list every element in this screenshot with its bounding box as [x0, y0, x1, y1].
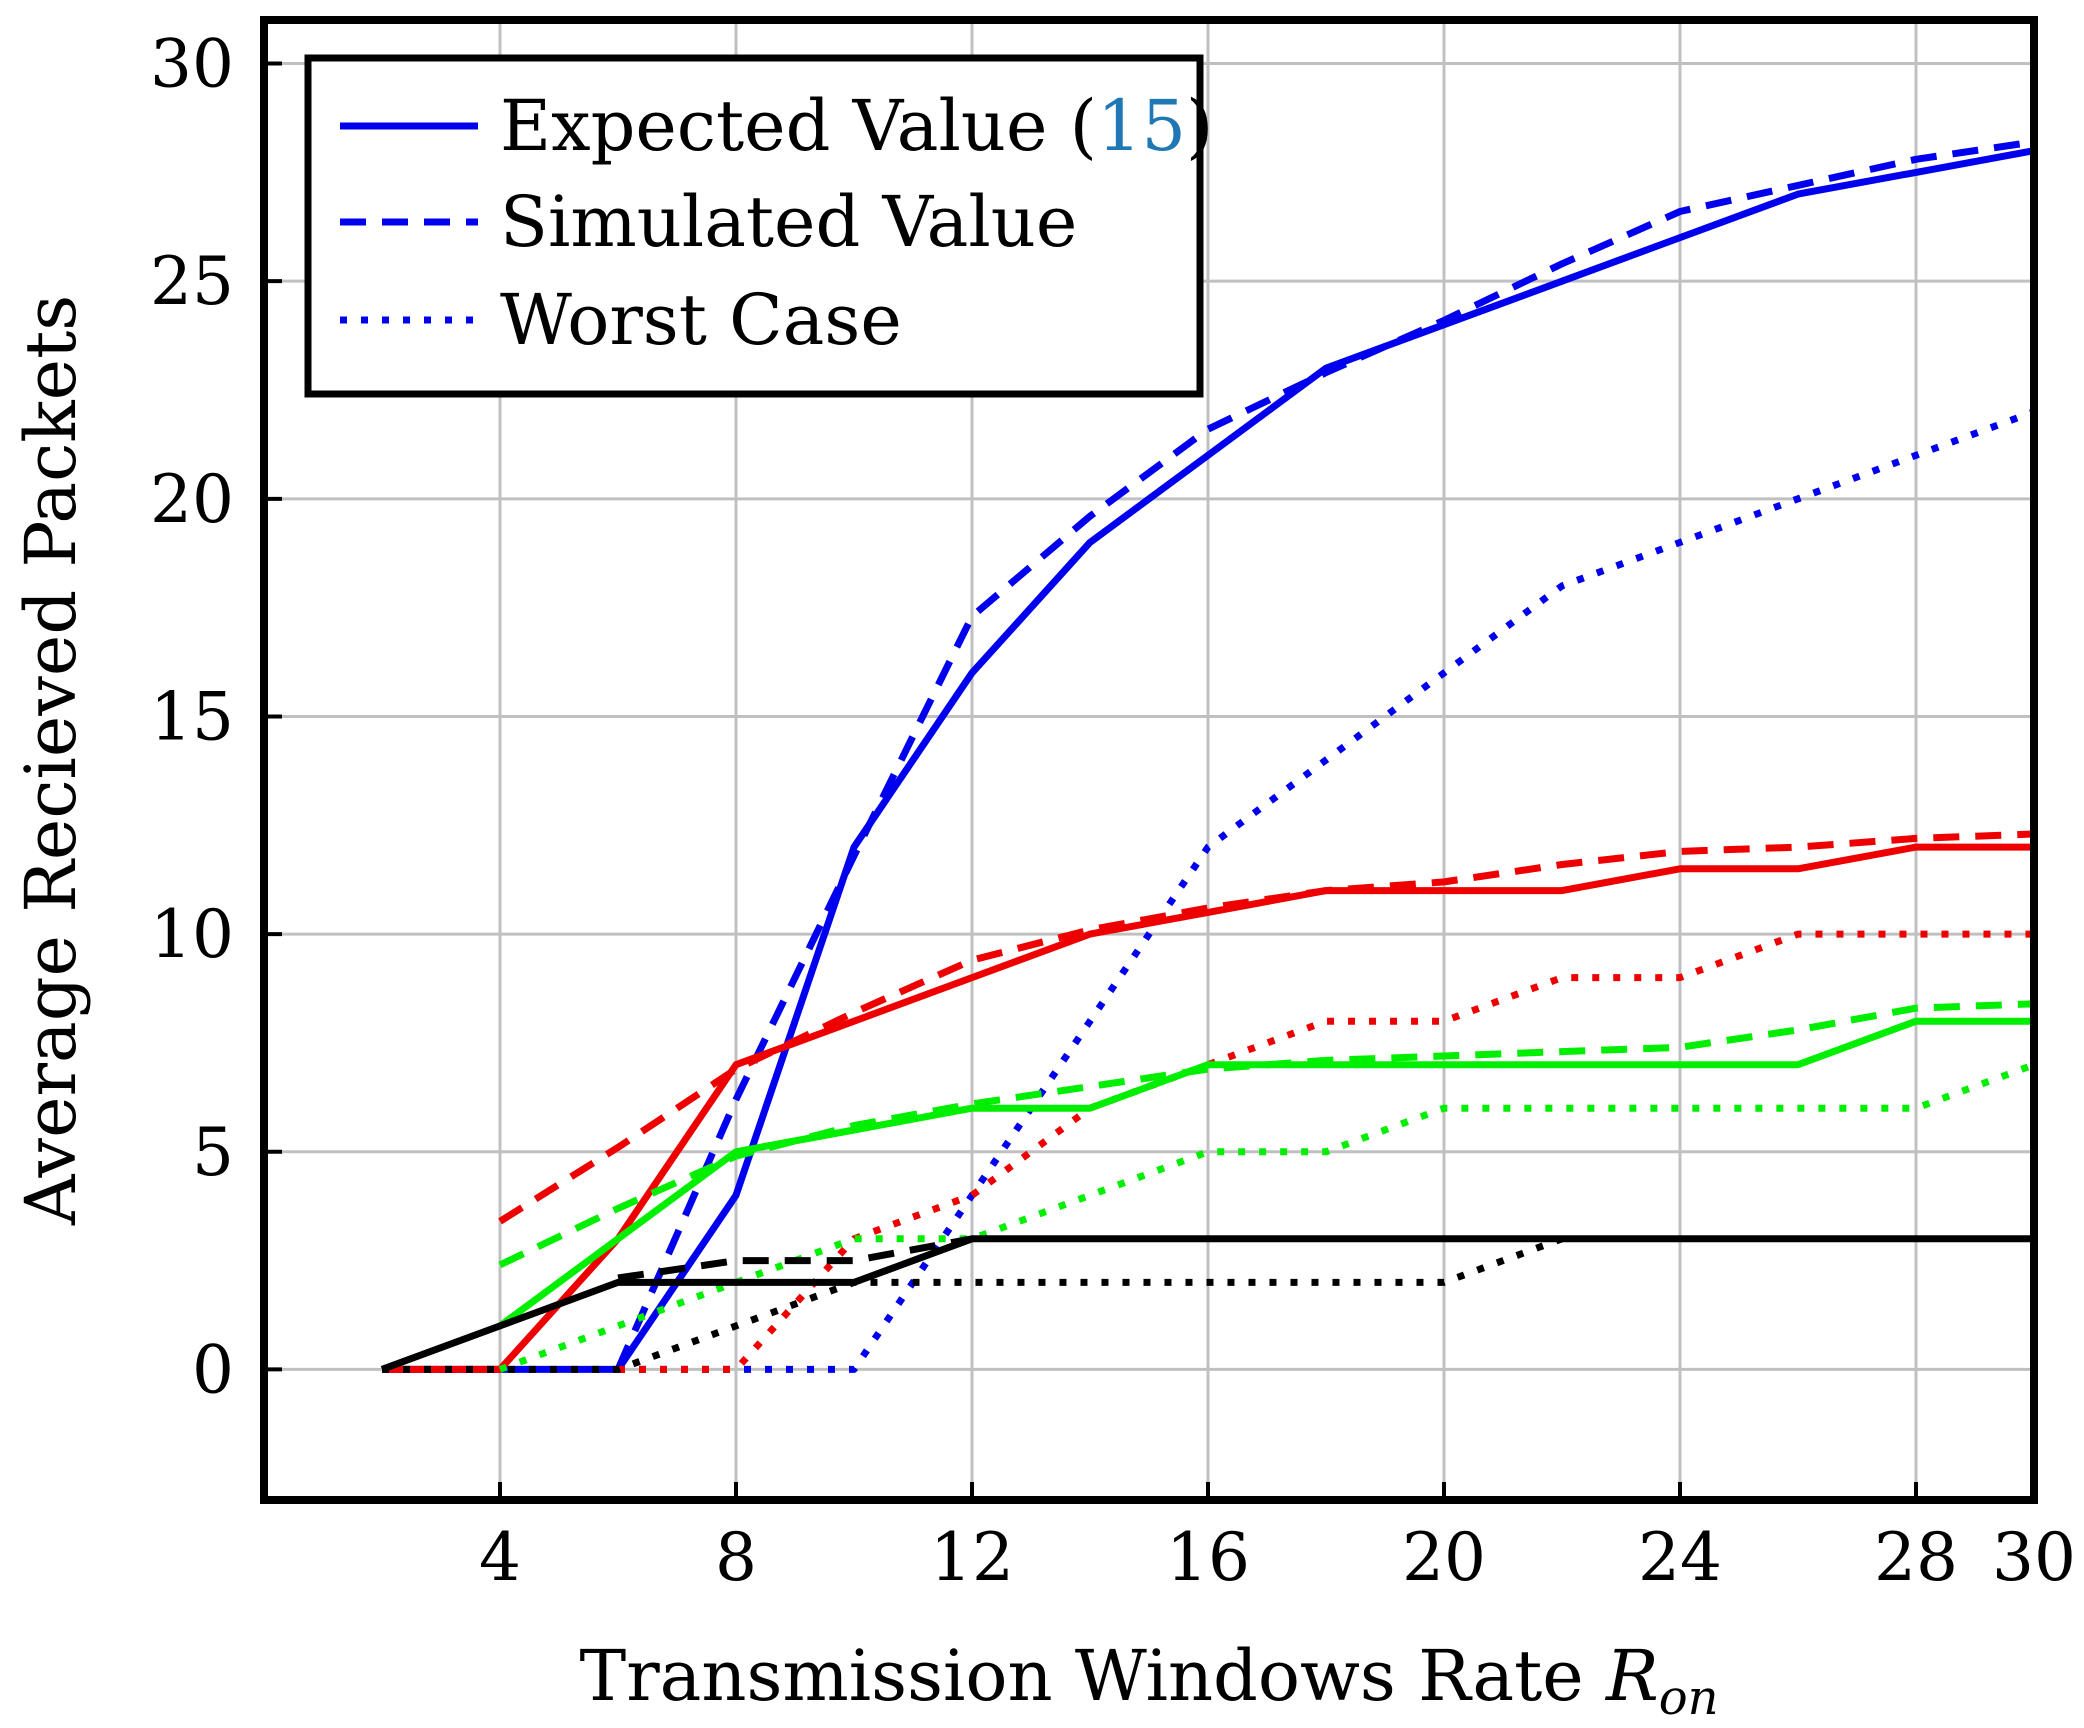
y-tick-label-10: 10 — [150, 896, 234, 973]
legend-equation-ref[interactable]: 15 — [1097, 85, 1186, 167]
x-tick-label-20: 20 — [1402, 1519, 1486, 1596]
x-tick-label-24: 24 — [1638, 1519, 1722, 1596]
legend-label-expected-text: Expected Value ( — [500, 85, 1097, 167]
legend-label-simulated: Simulated Value — [500, 181, 1077, 263]
legend-label-expected: Expected Value (15) — [500, 85, 1213, 167]
legend: Expected Value (15) Simulated Value Wors… — [304, 54, 1213, 398]
legend-box — [304, 54, 1204, 398]
legend-label-worst-case: Worst Case — [500, 279, 902, 361]
x-tick-label-4: 4 — [479, 1519, 521, 1596]
series-line-blue-simulated — [614, 138, 2035, 1371]
x-axis-label: Transmission Windows Rate Ron — [580, 1635, 1719, 1726]
series-line-red-worst-case — [618, 930, 2034, 1373]
x-tick-label-16: 16 — [1166, 1519, 1250, 1596]
y-tick-label-20: 20 — [150, 461, 234, 538]
series-line-green-simulated — [498, 1000, 2035, 1269]
y-tick-label-0: 0 — [192, 1331, 234, 1408]
y-tick-label-15: 15 — [150, 678, 234, 755]
legend-label-expected-close: ) — [1186, 85, 1213, 167]
series-line-blue-expected — [382, 147, 2035, 1373]
x-axis-label-symbol: R — [1604, 1635, 1659, 1717]
plot-frame — [260, 16, 2038, 1504]
y-axis-label: Average Recieved Packets — [10, 295, 92, 1226]
x-axis-label-text: Transmission Windows Rate — [580, 1635, 1584, 1717]
x-tick-label-30: 30 — [1992, 1519, 2076, 1596]
series-line-black-expected — [380, 1235, 2034, 1373]
series-line-blue-worst-case — [618, 408, 2036, 1373]
series-line-black-simulated — [617, 1235, 973, 1282]
x-tick-label-8: 8 — [715, 1519, 757, 1596]
series-line-red-simulated — [498, 830, 2035, 1225]
series-line-red-expected — [382, 843, 2034, 1373]
x-tick-label-12: 12 — [930, 1519, 1014, 1596]
series-line-green-worst-case — [498, 1061, 2036, 1373]
tick-labels: 4 8 12 16 20 24 28 30 0 5 10 15 20 25 30 — [150, 26, 2076, 1596]
x-tick-label-28: 28 — [1874, 1519, 1958, 1596]
y-tick-label-30: 30 — [150, 26, 234, 103]
y-tick-label-5: 5 — [192, 1114, 234, 1191]
y-tick-label-25: 25 — [150, 243, 234, 320]
series-group — [380, 138, 2036, 1373]
x-axis-label-subscript: on — [1659, 1670, 1719, 1726]
